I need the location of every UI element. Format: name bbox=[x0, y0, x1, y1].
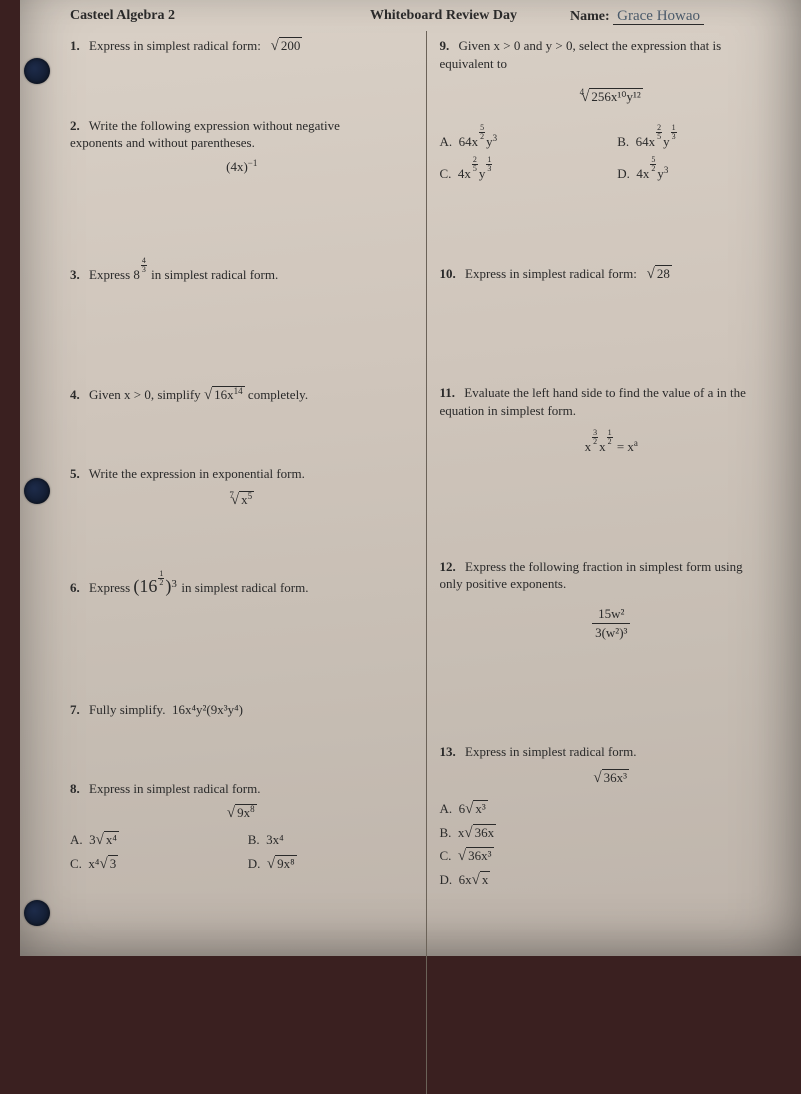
q9-expression: 4√256x¹⁰y¹² bbox=[440, 86, 784, 106]
q-text: in simplest radical form. bbox=[151, 267, 278, 282]
name-label: Name: bbox=[570, 9, 610, 24]
question-8: 8. Express in simplest radical form. √9x… bbox=[70, 774, 414, 878]
radical-expr: √28 bbox=[647, 265, 672, 283]
q-number: 7. bbox=[70, 702, 80, 717]
question-1: 1. Express in simplest radical form: √20… bbox=[70, 31, 414, 61]
question-12: 12. Express the following fraction in si… bbox=[440, 552, 784, 647]
q-text: exponents and without parentheses. bbox=[70, 135, 255, 150]
q-text: Given x > 0 and y > 0, select the expres… bbox=[459, 38, 722, 53]
q2-expression: (4x)−1 bbox=[70, 158, 414, 176]
hole-punch-icon bbox=[24, 478, 50, 504]
q-number: 4. bbox=[70, 387, 80, 402]
course-title: Casteel Algebra 2 bbox=[70, 8, 370, 25]
q-text: Express in simplest radical form. bbox=[465, 744, 637, 759]
choice-d: D. 6x√x bbox=[440, 871, 784, 889]
question-13: 13. Express in simplest radical form. √3… bbox=[440, 737, 784, 894]
q-text: in simplest radical form. bbox=[181, 580, 308, 595]
question-3: 3. Express 843 in simplest radical form. bbox=[70, 251, 414, 290]
q-number: 3. bbox=[70, 267, 80, 282]
q12-expression: 15w² 3(w²)³ bbox=[440, 605, 784, 641]
q-number: 12. bbox=[440, 559, 456, 574]
columns: 1. Express in simplest radical form: √20… bbox=[20, 29, 801, 894]
q-number: 5. bbox=[70, 466, 80, 481]
page-title: Whiteboard Review Day bbox=[370, 8, 570, 25]
q-text: Express in simplest radical form. bbox=[89, 781, 261, 796]
left-column: 1. Express in simplest radical form: √20… bbox=[70, 31, 426, 894]
radical-expr: √16x14 bbox=[204, 386, 245, 404]
question-7: 7. Fully simplify. 16x⁴y²(9x³y⁴) bbox=[70, 695, 414, 725]
choice-d: D. √9x⁸ bbox=[248, 855, 414, 873]
q-text: Express in simplest radical form: bbox=[465, 266, 637, 281]
choice-b: B. x√36x bbox=[440, 824, 784, 842]
q-text: Evaluate the left hand side to find the … bbox=[464, 385, 746, 400]
hole-punch-icon bbox=[24, 58, 50, 84]
q3-expr: 843 bbox=[133, 267, 151, 282]
q-number: 13. bbox=[440, 744, 456, 759]
choice-a: A. 6√x³ bbox=[440, 800, 784, 818]
question-9: 9. Given x > 0 and y > 0, select the exp… bbox=[440, 31, 784, 189]
question-10: 10. Express in simplest radical form: √2… bbox=[440, 259, 784, 289]
name-value: Grace Howao bbox=[613, 8, 704, 25]
choice-b: B. 3x⁴ bbox=[248, 831, 414, 849]
q-number: 1. bbox=[70, 38, 80, 53]
q-number: 10. bbox=[440, 266, 456, 281]
q-number: 11. bbox=[440, 385, 456, 400]
choice-d: D. 4x52y3 bbox=[617, 156, 783, 183]
q8-choices: A. 3√x⁴ B. 3x⁴ C. x⁴√3 D. √9x⁸ bbox=[70, 831, 414, 872]
hole-punch-icon bbox=[24, 900, 50, 926]
question-11: 11. Evaluate the left hand side to find … bbox=[440, 378, 784, 462]
q-text: Write the following expression without n… bbox=[89, 118, 340, 133]
question-4: 4. Given x > 0, simplify √16x14 complete… bbox=[70, 380, 414, 410]
radical-expr: √200 bbox=[271, 37, 303, 55]
q-number: 2. bbox=[70, 118, 80, 133]
q-text: Express the following fraction in simple… bbox=[465, 559, 743, 574]
q5-expression: 7√x5 bbox=[70, 489, 414, 509]
q13-choices: A. 6√x³ B. x√36x C. √36x³ D. 6x√x bbox=[440, 800, 784, 888]
choice-a: A. 3√x⁴ bbox=[70, 831, 236, 849]
right-column: 9. Given x > 0 and y > 0, select the exp… bbox=[426, 31, 784, 894]
q-text: Fully simplify. bbox=[89, 702, 165, 717]
q13-expression: √36x³ bbox=[440, 769, 784, 787]
choice-a: A. 64x52y3 bbox=[440, 124, 606, 151]
choice-c: C. √36x³ bbox=[440, 847, 784, 865]
question-5: 5. Write the expression in exponential f… bbox=[70, 459, 414, 514]
worksheet-page: Casteel Algebra 2 Whiteboard Review Day … bbox=[20, 0, 801, 956]
q-text: equation in simplest form. bbox=[440, 403, 576, 418]
q-text: Express bbox=[89, 267, 130, 282]
choice-c: C. x⁴√3 bbox=[70, 855, 236, 873]
question-2: 2. Write the following expression withou… bbox=[70, 111, 414, 182]
q-text: Express bbox=[89, 580, 130, 595]
q-text: completely. bbox=[248, 387, 308, 402]
question-6: 6. Express (1612)3 in simplest radical f… bbox=[70, 564, 414, 604]
q-number: 8. bbox=[70, 781, 80, 796]
q-text: Express in simplest radical form: bbox=[89, 38, 261, 53]
q11-expression: x32x12 = xa bbox=[440, 429, 784, 456]
q8-expression: √9x8 bbox=[70, 804, 414, 822]
q6-expr: (1612)3 bbox=[133, 576, 181, 596]
name-field: Name: Grace Howao bbox=[570, 8, 704, 25]
q-number: 9. bbox=[440, 38, 450, 53]
q7-expr: 16x⁴y²(9x³y⁴) bbox=[172, 702, 243, 717]
q9-choices: A. 64x52y3 B. 64x25y13 C. 4x25y13 D. 4x5… bbox=[440, 124, 784, 183]
choice-b: B. 64x25y13 bbox=[617, 124, 783, 151]
q-text: equivalent to bbox=[440, 56, 508, 71]
header: Casteel Algebra 2 Whiteboard Review Day … bbox=[20, 0, 801, 29]
column-divider bbox=[426, 31, 427, 1094]
q-text: only positive exponents. bbox=[440, 576, 567, 591]
choice-c: C. 4x25y13 bbox=[440, 156, 606, 183]
q-number: 6. bbox=[70, 580, 80, 595]
q-text: Write the expression in exponential form… bbox=[89, 466, 305, 481]
q-text: Given x > 0, simplify bbox=[89, 387, 201, 402]
